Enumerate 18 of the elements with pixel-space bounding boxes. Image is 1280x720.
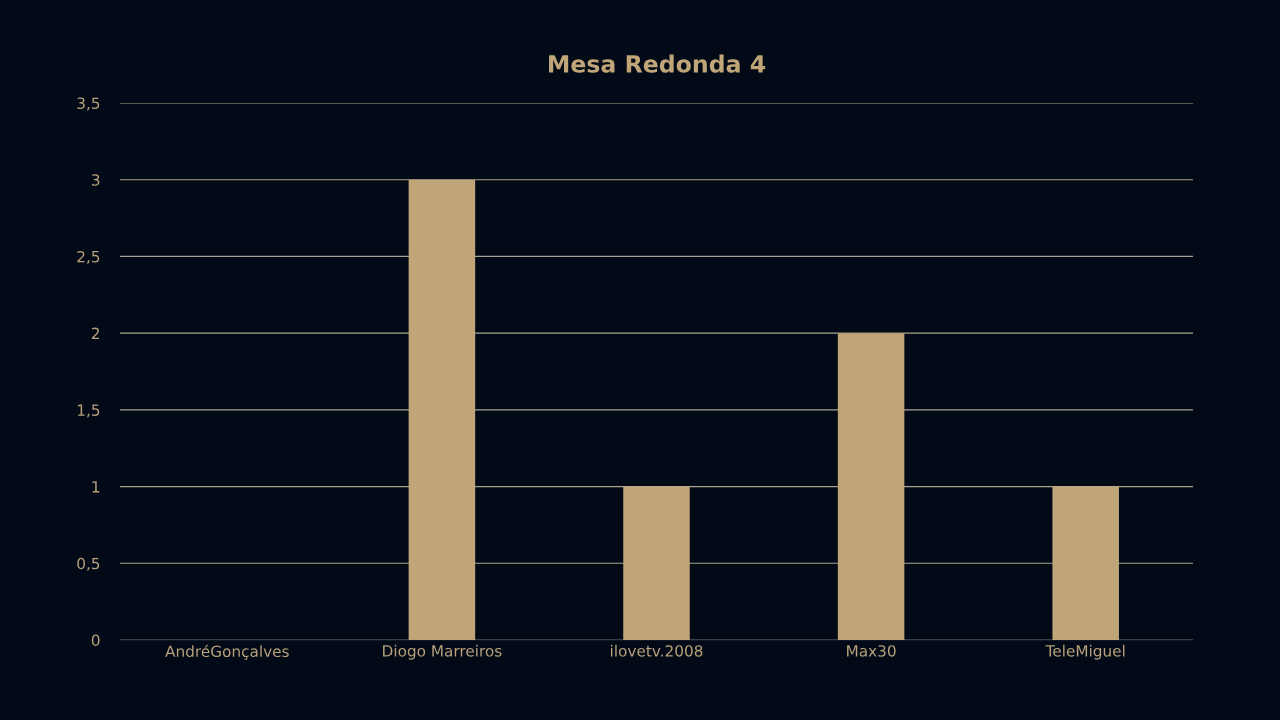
bar	[408, 179, 476, 640]
chart-title: Mesa Redonda 4	[549, 54, 766, 73]
y-tick-label: 1,5	[77, 404, 100, 418]
x-tick-label: ilovetv.2008	[611, 644, 703, 657]
bar	[837, 333, 905, 640]
x-tick-label: Diogo Marreiros	[383, 644, 502, 660]
y-tick-label: 3	[92, 174, 100, 186]
x-tick-label: AndréGonçalves	[165, 644, 289, 660]
y-tick-label: 3,5	[77, 97, 100, 111]
x-tick-label: TeleMiguel	[1045, 644, 1125, 660]
y-tick-label: 1	[92, 481, 100, 493]
y-tick-label: 0	[91, 634, 100, 647]
bar	[623, 486, 690, 640]
y-tick-label: 2	[91, 327, 100, 339]
x-tick-label: Max30	[847, 645, 896, 657]
y-tick-label: 0,5	[77, 557, 100, 571]
y-tick-label: 2,5	[77, 250, 100, 265]
bar	[1052, 486, 1119, 640]
